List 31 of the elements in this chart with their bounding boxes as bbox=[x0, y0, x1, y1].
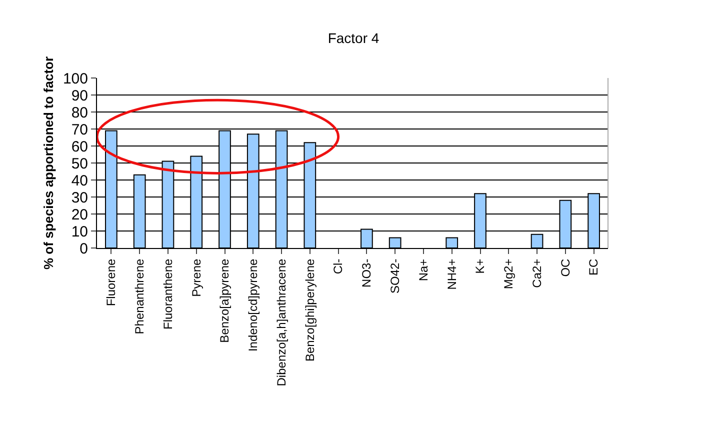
x-tick-label: K+ bbox=[473, 258, 488, 274]
x-tick-label: Mg2+ bbox=[502, 258, 516, 290]
x-tick-label: Phenanthrene bbox=[132, 258, 146, 334]
x-tick-label: Cl- bbox=[331, 258, 346, 274]
x-tick-label: NO3- bbox=[360, 258, 374, 288]
chart-title: Factor 4 bbox=[328, 30, 380, 46]
x-tick-label: Dibenzo[a,h]anthracene bbox=[274, 258, 288, 386]
x-tick-label: Fluorene bbox=[104, 258, 118, 306]
y-tick-label: 60 bbox=[71, 138, 88, 156]
x-tick-label: Na+ bbox=[416, 258, 430, 282]
x-tick-label: SO42- bbox=[388, 258, 402, 294]
x-tick-label: Indeno[cd]pyrene bbox=[246, 258, 260, 352]
x-tick-label: Fluoranthene bbox=[160, 258, 175, 330]
x-tick-label: EC bbox=[586, 258, 601, 276]
x-tick-label: Pyrene bbox=[189, 258, 204, 297]
y-tick-label: 40 bbox=[71, 172, 88, 190]
x-tick-label: Ca2+ bbox=[530, 258, 544, 288]
x-tick-label: Benzo[ghi]perylene bbox=[302, 258, 317, 362]
y-tick-label: 30 bbox=[71, 189, 88, 206]
y-tick-label: 0 bbox=[80, 240, 88, 258]
y-tick-label: 80 bbox=[71, 104, 88, 122]
y-tick-label: 100 bbox=[62, 70, 88, 88]
y-tick-label: 10 bbox=[71, 223, 88, 240]
y-tick-label: 90 bbox=[71, 87, 88, 104]
y-tick-label: 70 bbox=[71, 121, 88, 138]
y-tick-label: 20 bbox=[71, 206, 88, 224]
y-axis-title: % of species apportioned to factor bbox=[40, 56, 56, 270]
x-tick-label: OC bbox=[558, 258, 572, 277]
x-tick-label: NH4+ bbox=[444, 258, 459, 290]
y-tick-label: 50 bbox=[71, 155, 88, 172]
x-tick-label: Benzo[a]pyrene bbox=[218, 258, 232, 343]
